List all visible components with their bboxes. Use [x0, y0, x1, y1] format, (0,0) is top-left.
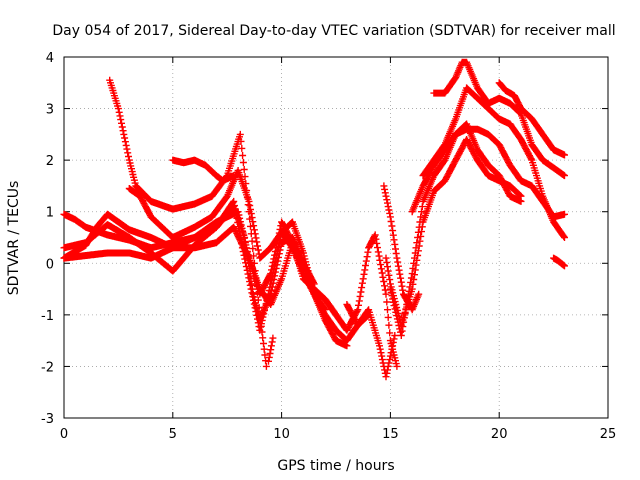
- series-markers-arc-15: [419, 84, 568, 241]
- series-markers-arc-10: [343, 301, 399, 381]
- y-tick-label: 1: [46, 206, 54, 221]
- x-tick-label: 15: [382, 427, 399, 442]
- data-marks: [60, 58, 568, 381]
- series-arc-17: [495, 79, 568, 159]
- y-tick-label: -1: [41, 309, 54, 324]
- y-axis-label: SDTVAR / TECUs: [6, 181, 22, 296]
- plot-frame: [63, 56, 609, 419]
- series-arc-15: [419, 84, 568, 241]
- x-tick-label: 10: [273, 427, 290, 442]
- series-markers-arc-6: [60, 223, 318, 308]
- series-markers-arc-1: [106, 76, 270, 370]
- x-tick-label: 5: [169, 427, 177, 442]
- y-tick-label: 3: [46, 103, 54, 118]
- series-markers-arc-8: [265, 334, 277, 365]
- x-tick-label: 20: [491, 427, 508, 442]
- x-axis-label: GPS time / hours: [277, 458, 394, 474]
- series-arc-9: [321, 231, 401, 370]
- y-tick-label: -2: [41, 360, 54, 375]
- series-markers-arc-9: [321, 231, 401, 370]
- chart-title: Day 054 of 2017, Sidereal Day-to-day VTE…: [52, 23, 615, 39]
- series-arc-10: [343, 301, 399, 381]
- x-tick-label: 0: [60, 427, 68, 442]
- series-arc-18: [550, 254, 568, 270]
- y-tick-label: 4: [46, 51, 54, 66]
- y-tick-label: -3: [41, 412, 54, 427]
- x-tick-label: 25: [600, 427, 617, 442]
- series-markers-arc-7: [169, 156, 238, 185]
- series-arc-16: [430, 58, 568, 180]
- series-arc-6: [60, 223, 318, 308]
- series-markers-arc-18: [550, 254, 568, 270]
- y-tick-label: 0: [46, 257, 54, 272]
- series-arc-7: [169, 156, 238, 185]
- y-tick-label: 2: [46, 154, 54, 169]
- series-arc-8: [265, 334, 277, 365]
- axis-ticks: 0 5 10 15 20 25 -3 -2 -1 0 1 2 3 4: [41, 51, 616, 442]
- series-arc-5: [60, 197, 329, 334]
- series-markers-arc-16: [430, 58, 568, 180]
- series-markers-arc-17: [495, 79, 568, 159]
- series-arc-1: [106, 76, 270, 370]
- series-markers-arc-5: [60, 197, 329, 334]
